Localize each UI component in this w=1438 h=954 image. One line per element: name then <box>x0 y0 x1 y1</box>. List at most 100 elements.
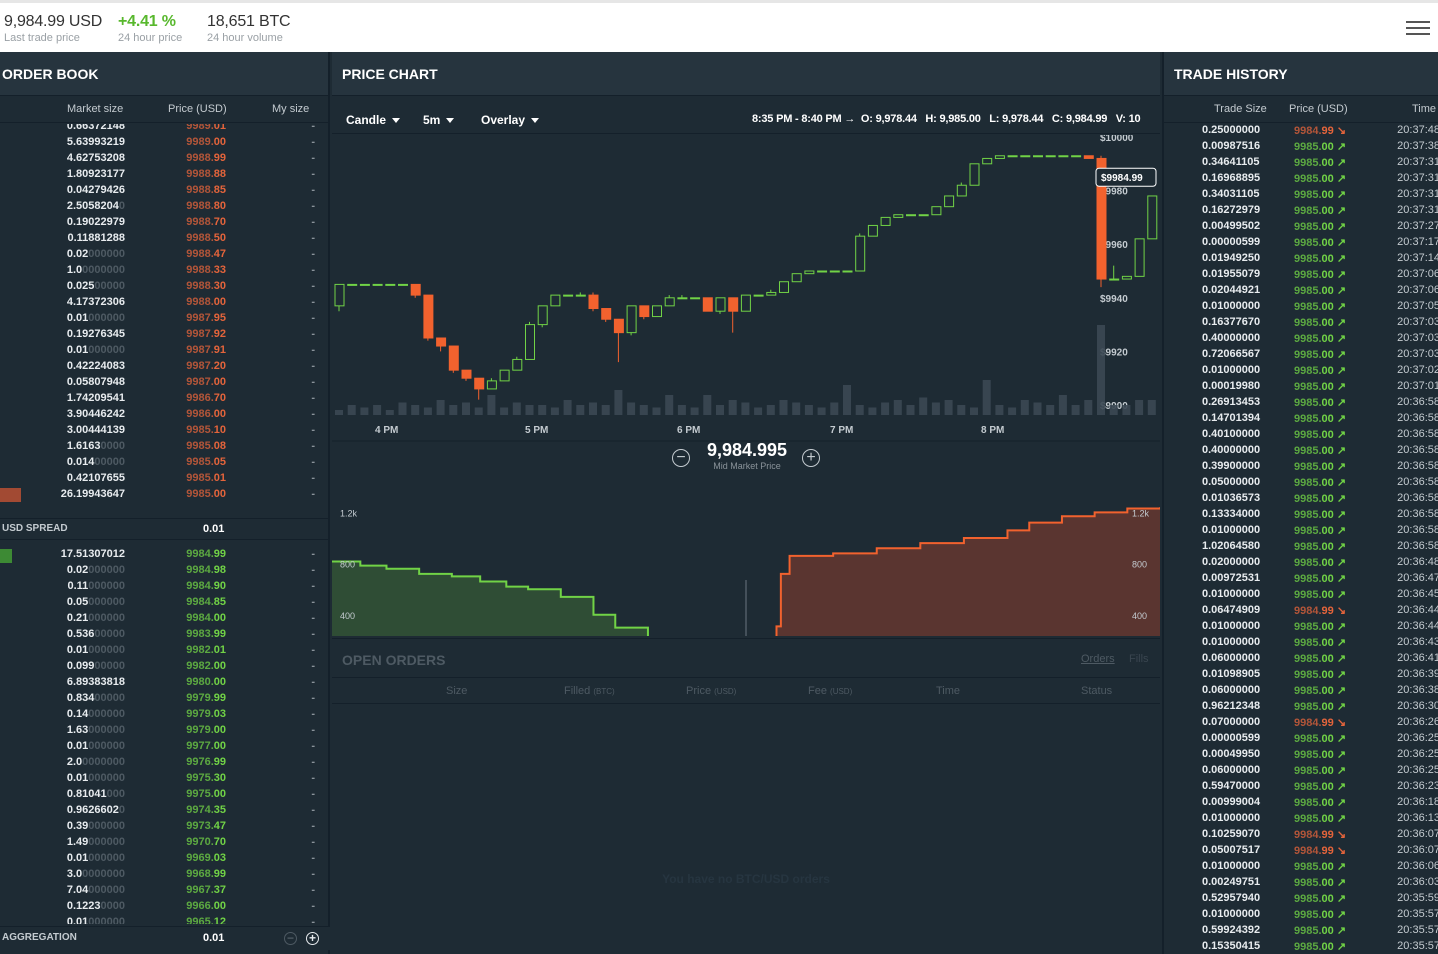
trade-row[interactable]: 0.06474909 9984.99 ↘ 20:36:44 <box>1164 604 1438 620</box>
trade-row[interactable]: 0.34641105 9985.00 ↗ 20:37:31 <box>1164 156 1438 172</box>
bid-row[interactable]: 0.53600000 9983.99 - <box>0 628 330 644</box>
ask-row[interactable]: 0.04279426 9988.85 - <box>0 184 330 200</box>
ask-row[interactable]: 3.00444139 9985.10 - <box>0 424 330 440</box>
trade-row[interactable]: 0.00987516 9985.00 ↗ 20:37:38 <box>1164 140 1438 156</box>
trade-row[interactable]: 0.01000000 9985.00 ↗ 20:36:43 <box>1164 636 1438 652</box>
trade-row[interactable]: 0.00000599 9985.00 ↗ 20:36:25 <box>1164 732 1438 748</box>
trade-row[interactable]: 0.40100000 9985.00 ↗ 20:36:58 <box>1164 428 1438 444</box>
ask-row[interactable]: 0.66372148 9989.01 - <box>0 124 330 136</box>
trade-row[interactable]: 0.06000000 9985.00 ↗ 20:36:38 <box>1164 684 1438 700</box>
trade-row[interactable]: 0.07000000 9984.99 ↘ 20:36:26 <box>1164 716 1438 732</box>
bid-row[interactable]: 0.12230000 9966.00 - <box>0 900 330 916</box>
bid-row[interactable]: 0.39000000 9973.47 - <box>0 820 330 836</box>
ask-row[interactable]: 0.11881288 9988.50 - <box>0 232 330 248</box>
bid-row[interactable]: 0.21000000 9984.00 - <box>0 612 330 628</box>
bid-row[interactable]: 0.02000000 9984.98 - <box>0 564 330 580</box>
trade-row[interactable]: 0.01000000 9985.00 ↗ 20:37:02 <box>1164 364 1438 380</box>
trade-row[interactable]: 0.00249751 9985.00 ↗ 20:36:03 <box>1164 876 1438 892</box>
trade-row[interactable]: 0.40000000 9985.00 ↗ 20:36:58 <box>1164 444 1438 460</box>
trade-row[interactable]: 0.01000000 9985.00 ↗ 20:36:44 <box>1164 620 1438 636</box>
trade-row[interactable]: 0.01000000 9985.00 ↗ 20:36:13 <box>1164 812 1438 828</box>
ask-row[interactable]: 0.02000000 9988.47 - <box>0 248 330 264</box>
trade-row[interactable]: 0.39900000 9985.00 ↗ 20:36:58 <box>1164 460 1438 476</box>
trade-row[interactable]: 0.52957940 9985.00 ↗ 20:35:59 <box>1164 892 1438 908</box>
trade-row[interactable]: 0.00000599 9985.00 ↗ 20:37:17 <box>1164 236 1438 252</box>
trade-row[interactable]: 0.00019980 9985.00 ↗ 20:37:01 <box>1164 380 1438 396</box>
ask-row[interactable]: 0.02500000 9988.30 - <box>0 280 330 296</box>
trade-row[interactable]: 0.01949250 9985.00 ↗ 20:37:14 <box>1164 252 1438 268</box>
ask-row[interactable]: 0.01400000 9985.05 - <box>0 456 330 472</box>
ask-row[interactable]: 1.00000000 9988.33 - <box>0 264 330 280</box>
trade-row[interactable]: 0.06000000 9985.00 ↗ 20:36:41 <box>1164 652 1438 668</box>
bid-row[interactable]: 0.09900000 9982.00 - <box>0 660 330 676</box>
trade-row[interactable]: 0.72066567 9985.00 ↗ 20:37:03 <box>1164 348 1438 364</box>
bid-row[interactable]: 1.49000000 9970.70 - <box>0 836 330 852</box>
hamburger-menu-icon[interactable] <box>1406 21 1430 39</box>
trade-row[interactable]: 1.02064580 9985.00 ↗ 20:36:58 <box>1164 540 1438 556</box>
trade-row[interactable]: 0.16968895 9985.00 ↗ 20:37:31 <box>1164 172 1438 188</box>
aggregation-decrease-icon[interactable]: − <box>284 932 297 945</box>
bid-row[interactable]: 2.00000000 9976.99 - <box>0 756 330 772</box>
trade-row[interactable]: 0.16377670 9985.00 ↗ 20:37:03 <box>1164 316 1438 332</box>
trade-row[interactable]: 0.59924392 9985.00 ↗ 20:35:57 <box>1164 924 1438 940</box>
tab-orders[interactable]: Orders <box>1081 653 1115 665</box>
depth-chart[interactable]: 1.2k1.2k800800400400009,790$9,830$9,870$… <box>332 430 1160 636</box>
trade-row[interactable]: 0.26913453 9985.00 ↗ 20:36:58 <box>1164 396 1438 412</box>
trade-row[interactable]: 0.01000000 9985.00 ↗ 20:36:58 <box>1164 524 1438 540</box>
ask-row[interactable]: 0.05807948 9987.00 - <box>0 376 330 392</box>
bid-row[interactable]: 0.05000000 9984.85 - <box>0 596 330 612</box>
zoom-out-icon[interactable]: − <box>672 449 690 467</box>
trade-row[interactable]: 0.00999004 9985.00 ↗ 20:36:18 <box>1164 796 1438 812</box>
trade-row[interactable]: 0.10259070 9984.99 ↘ 20:36:07 <box>1164 828 1438 844</box>
ask-row[interactable]: 1.74209541 9986.70 - <box>0 392 330 408</box>
ask-row[interactable]: 0.42224083 9987.20 - <box>0 360 330 376</box>
bid-row[interactable]: 0.81041000 9975.00 - <box>0 788 330 804</box>
ask-row[interactable]: 5.63993219 9989.00 - <box>0 136 330 152</box>
trade-row[interactable]: 0.13334000 9985.00 ↗ 20:36:58 <box>1164 508 1438 524</box>
bid-row[interactable]: 7.04000000 9967.37 - <box>0 884 330 900</box>
bid-row[interactable]: 0.96266020 9974.35 - <box>0 804 330 820</box>
trade-row[interactable]: 0.40000000 9985.00 ↗ 20:37:03 <box>1164 332 1438 348</box>
bid-row[interactable]: 0.01000000 9969.03 - <box>0 852 330 868</box>
bid-row[interactable]: 0.01000000 9977.00 - <box>0 740 330 756</box>
trade-row[interactable]: 0.00499502 9985.00 ↗ 20:37:27 <box>1164 220 1438 236</box>
zoom-in-icon[interactable]: + <box>802 449 820 467</box>
bid-row[interactable]: 0.01000000 9975.30 - <box>0 772 330 788</box>
ask-row[interactable]: 0.19276345 9987.92 - <box>0 328 330 344</box>
trade-row[interactable]: 0.14701394 9985.00 ↗ 20:36:58 <box>1164 412 1438 428</box>
chart-type-dropdown[interactable]: Candle <box>346 113 401 127</box>
trade-row[interactable]: 0.05000000 9985.00 ↗ 20:36:58 <box>1164 476 1438 492</box>
trade-row[interactable]: 0.96212348 9985.00 ↗ 20:36:30 <box>1164 700 1438 716</box>
ask-row[interactable]: 1.61630000 9985.08 - <box>0 440 330 456</box>
aggregation-increase-icon[interactable]: + <box>306 932 319 945</box>
candlestick-chart[interactable]: $10000$9980$9960$9940$9920$9900$9984.994… <box>332 135 1160 480</box>
ask-row[interactable]: 26.19943647 9985.00 - <box>0 488 330 504</box>
trade-row[interactable]: 0.02000000 9985.00 ↗ 20:36:48 <box>1164 556 1438 572</box>
ask-row[interactable]: 2.50582040 9988.80 - <box>0 200 330 216</box>
ask-row[interactable]: 0.19022979 9988.70 - <box>0 216 330 232</box>
bid-row[interactable]: 1.63000000 9979.00 - <box>0 724 330 740</box>
ask-row[interactable]: 4.62753208 9988.99 - <box>0 152 330 168</box>
ask-row[interactable]: 3.90446242 9986.00 - <box>0 408 330 424</box>
trade-row[interactable]: 0.05007517 9984.99 ↘ 20:36:07 <box>1164 844 1438 860</box>
ask-row[interactable]: 1.80923177 9988.88 - <box>0 168 330 184</box>
interval-dropdown[interactable]: 5m <box>423 113 455 127</box>
bid-row[interactable]: 0.14000000 9979.03 - <box>0 708 330 724</box>
ask-row[interactable]: 0.42107655 9985.01 - <box>0 472 330 488</box>
ask-row[interactable]: 0.01000000 9987.91 - <box>0 344 330 360</box>
trade-row[interactable]: 0.01000000 9985.00 ↗ 20:36:06 <box>1164 860 1438 876</box>
bid-row[interactable]: 0.01000000 9982.01 - <box>0 644 330 660</box>
bid-row[interactable]: 0.11000000 9984.90 - <box>0 580 330 596</box>
tab-fills[interactable]: Fills <box>1129 653 1149 665</box>
ask-row[interactable]: 4.17372306 9988.00 - <box>0 296 330 312</box>
trade-row[interactable]: 0.01000000 9985.00 ↗ 20:37:05 <box>1164 300 1438 316</box>
trade-row[interactable]: 0.01000000 9985.00 ↗ 20:36:45 <box>1164 588 1438 604</box>
bid-row[interactable]: 0.01000000 9965.12 - <box>0 916 330 924</box>
trade-row[interactable]: 0.15350415 9985.00 ↗ 20:35:57 <box>1164 940 1438 954</box>
trade-row[interactable]: 0.34031105 9985.00 ↗ 20:37:31 <box>1164 188 1438 204</box>
trade-row[interactable]: 0.16272979 9985.00 ↗ 20:37:31 <box>1164 204 1438 220</box>
trade-row[interactable]: 0.25000000 9984.99 ↘ 20:37:48 <box>1164 124 1438 140</box>
trade-row[interactable]: 0.01036573 9985.00 ↗ 20:36:58 <box>1164 492 1438 508</box>
trade-row[interactable]: 0.01000000 9985.00 ↗ 20:35:57 <box>1164 908 1438 924</box>
trade-row[interactable]: 0.02044921 9985.00 ↗ 20:37:06 <box>1164 284 1438 300</box>
